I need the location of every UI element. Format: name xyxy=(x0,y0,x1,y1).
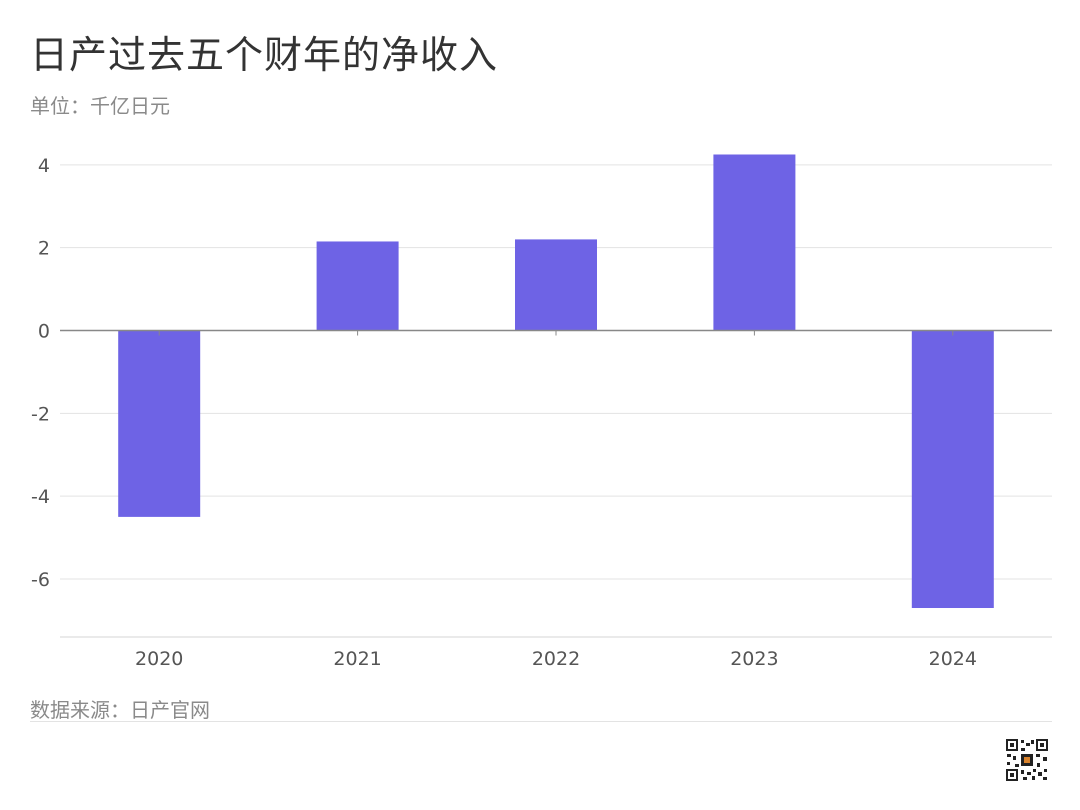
chart-subtitle: 单位：千亿日元 xyxy=(30,94,170,118)
chart-title: 日产过去五个财年的净收入 xyxy=(30,33,499,77)
y-tick-label: -6 xyxy=(31,569,50,591)
y-tick-label: 0 xyxy=(38,321,50,343)
y-tick-label: 4 xyxy=(38,155,50,177)
y-tick-label: -2 xyxy=(31,403,50,425)
x-tick-label: 2021 xyxy=(333,648,381,670)
footer-divider xyxy=(30,721,1052,722)
x-tick-label: 2022 xyxy=(532,648,580,670)
data-source-note: 数据来源：日产官网 xyxy=(30,698,210,722)
qr-code-icon xyxy=(1005,738,1049,782)
bar-2022 xyxy=(515,239,597,331)
y-tick-label: -4 xyxy=(31,486,50,508)
x-tick-label: 2024 xyxy=(929,648,977,670)
x-tick-label: 2020 xyxy=(135,648,183,670)
x-tick-label: 2023 xyxy=(730,648,778,670)
bar-2021 xyxy=(316,241,399,331)
bar-chart: 4 2 0 -2 -4 -6 2020 2021 2022 2023 2024 xyxy=(31,154,1052,670)
y-tick-label: 2 xyxy=(38,238,50,260)
bar-2020 xyxy=(118,330,201,517)
bar-2024 xyxy=(911,330,994,609)
bar-2023 xyxy=(713,154,796,331)
